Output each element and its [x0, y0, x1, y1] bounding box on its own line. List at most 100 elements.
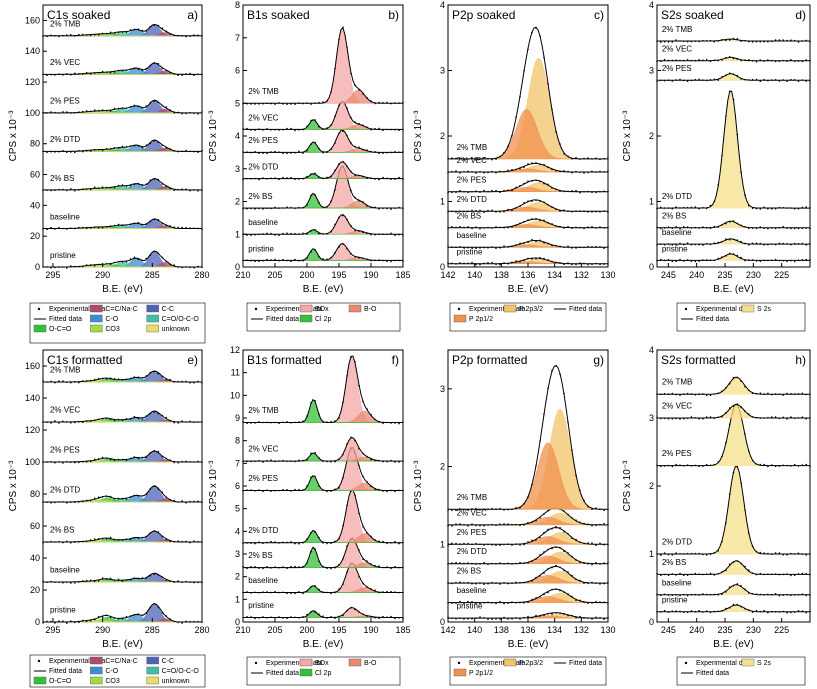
experimental-point — [571, 171, 573, 174]
experimental-point — [774, 39, 777, 41]
experimental-point — [185, 580, 187, 583]
experimental-point — [591, 170, 593, 173]
experimental-point — [82, 500, 84, 503]
experimental-point — [173, 34, 175, 37]
y-axis-label: CPS x 10⁻³ — [622, 460, 633, 512]
experimental-point — [310, 119, 312, 122]
experimental-point — [559, 261, 561, 264]
experimental-point — [173, 150, 175, 152]
experimental-point — [809, 40, 811, 43]
experimental-point — [767, 416, 769, 419]
experimental-point — [82, 150, 84, 153]
component-cl-2p — [242, 452, 404, 462]
experimental-point — [563, 613, 565, 615]
experimental-point — [679, 78, 681, 81]
experimental-point — [310, 230, 312, 232]
experimental-point — [709, 243, 712, 246]
experimental-point — [161, 222, 164, 225]
experimental-point — [463, 562, 465, 565]
legend-swatch — [348, 304, 362, 313]
experimental-point — [177, 540, 179, 542]
experimental-point — [459, 508, 461, 510]
experimental-point — [382, 540, 384, 543]
experimental-point — [378, 259, 380, 261]
experimental-point — [370, 177, 372, 179]
experimental-point — [326, 460, 328, 463]
trace-baseline: baseline — [656, 578, 811, 597]
experimental-point — [579, 158, 581, 160]
experimental-point — [583, 499, 585, 502]
legend-entry: Fitted data — [569, 660, 602, 667]
experimental-point — [778, 80, 781, 82]
experimental-point — [717, 573, 719, 575]
component-box — [242, 448, 404, 491]
y-tick-label: 1 — [440, 197, 445, 207]
experimental-point — [495, 544, 497, 547]
experimental-point — [447, 191, 449, 194]
experimental-point — [503, 227, 505, 229]
experimental-point — [310, 250, 312, 253]
experimental-point — [740, 606, 742, 608]
experimental-point — [250, 542, 252, 544]
experimental-point — [374, 233, 376, 236]
experimental-point — [74, 227, 76, 230]
experimental-point — [495, 172, 497, 174]
y-tick-label: 3 — [440, 384, 445, 394]
experimental-point — [523, 562, 525, 564]
experimental-point — [575, 474, 577, 477]
experimental-point — [786, 80, 788, 83]
experimental-point — [334, 540, 336, 543]
experimental-point — [479, 209, 481, 212]
experimental-point — [563, 392, 565, 395]
experimental-point — [547, 613, 549, 615]
experimental-point — [790, 207, 792, 209]
legend-box — [29, 302, 206, 344]
experimental-point — [728, 39, 731, 41]
experimental-point — [298, 488, 300, 491]
experimental-point — [499, 507, 501, 510]
experimental-point — [767, 573, 769, 575]
experimental-point — [330, 230, 332, 233]
experimental-point — [483, 524, 485, 527]
experimental-point — [567, 552, 569, 554]
trace-label: pristine — [248, 244, 274, 253]
experimental-point — [157, 101, 160, 104]
trace-pristine: pristine — [656, 244, 811, 263]
experimental-point — [358, 549, 360, 551]
experimental-point — [599, 263, 601, 266]
experimental-point — [717, 79, 719, 81]
experimental-point — [797, 227, 800, 230]
x-axis-label: B.E. (eV) — [303, 639, 344, 650]
experimental-point — [278, 542, 280, 544]
trace-2-tmb: 2% TMB — [242, 26, 404, 105]
experimental-point — [42, 150, 44, 153]
experimental-point — [599, 508, 601, 511]
experimental-point — [74, 265, 76, 268]
trace-label: 2% BS — [662, 558, 686, 567]
experimental-point — [330, 461, 332, 463]
experimental-point — [181, 112, 183, 115]
experimental-point — [169, 378, 171, 381]
experimental-point — [463, 210, 465, 213]
experimental-point — [751, 227, 754, 229]
experimental-point — [250, 151, 252, 154]
experimental-point — [690, 59, 693, 62]
experimental-point — [62, 74, 64, 76]
experimental-point — [165, 615, 167, 617]
experimental-point — [322, 615, 324, 617]
experimental-point — [717, 461, 719, 463]
experimental-point — [394, 259, 396, 262]
experimental-point — [318, 176, 320, 178]
experimental-point — [354, 229, 356, 232]
experimental-point — [74, 111, 76, 114]
experimental-point — [294, 152, 296, 154]
experimental-point — [535, 519, 537, 522]
experimental-point — [759, 610, 762, 613]
experimental-point — [58, 151, 60, 153]
experimental-point — [117, 31, 120, 34]
legend-entry: S 2s — [757, 660, 772, 667]
experimental-point — [547, 203, 549, 206]
experimental-point — [258, 178, 260, 181]
legend-swatch — [503, 304, 517, 313]
